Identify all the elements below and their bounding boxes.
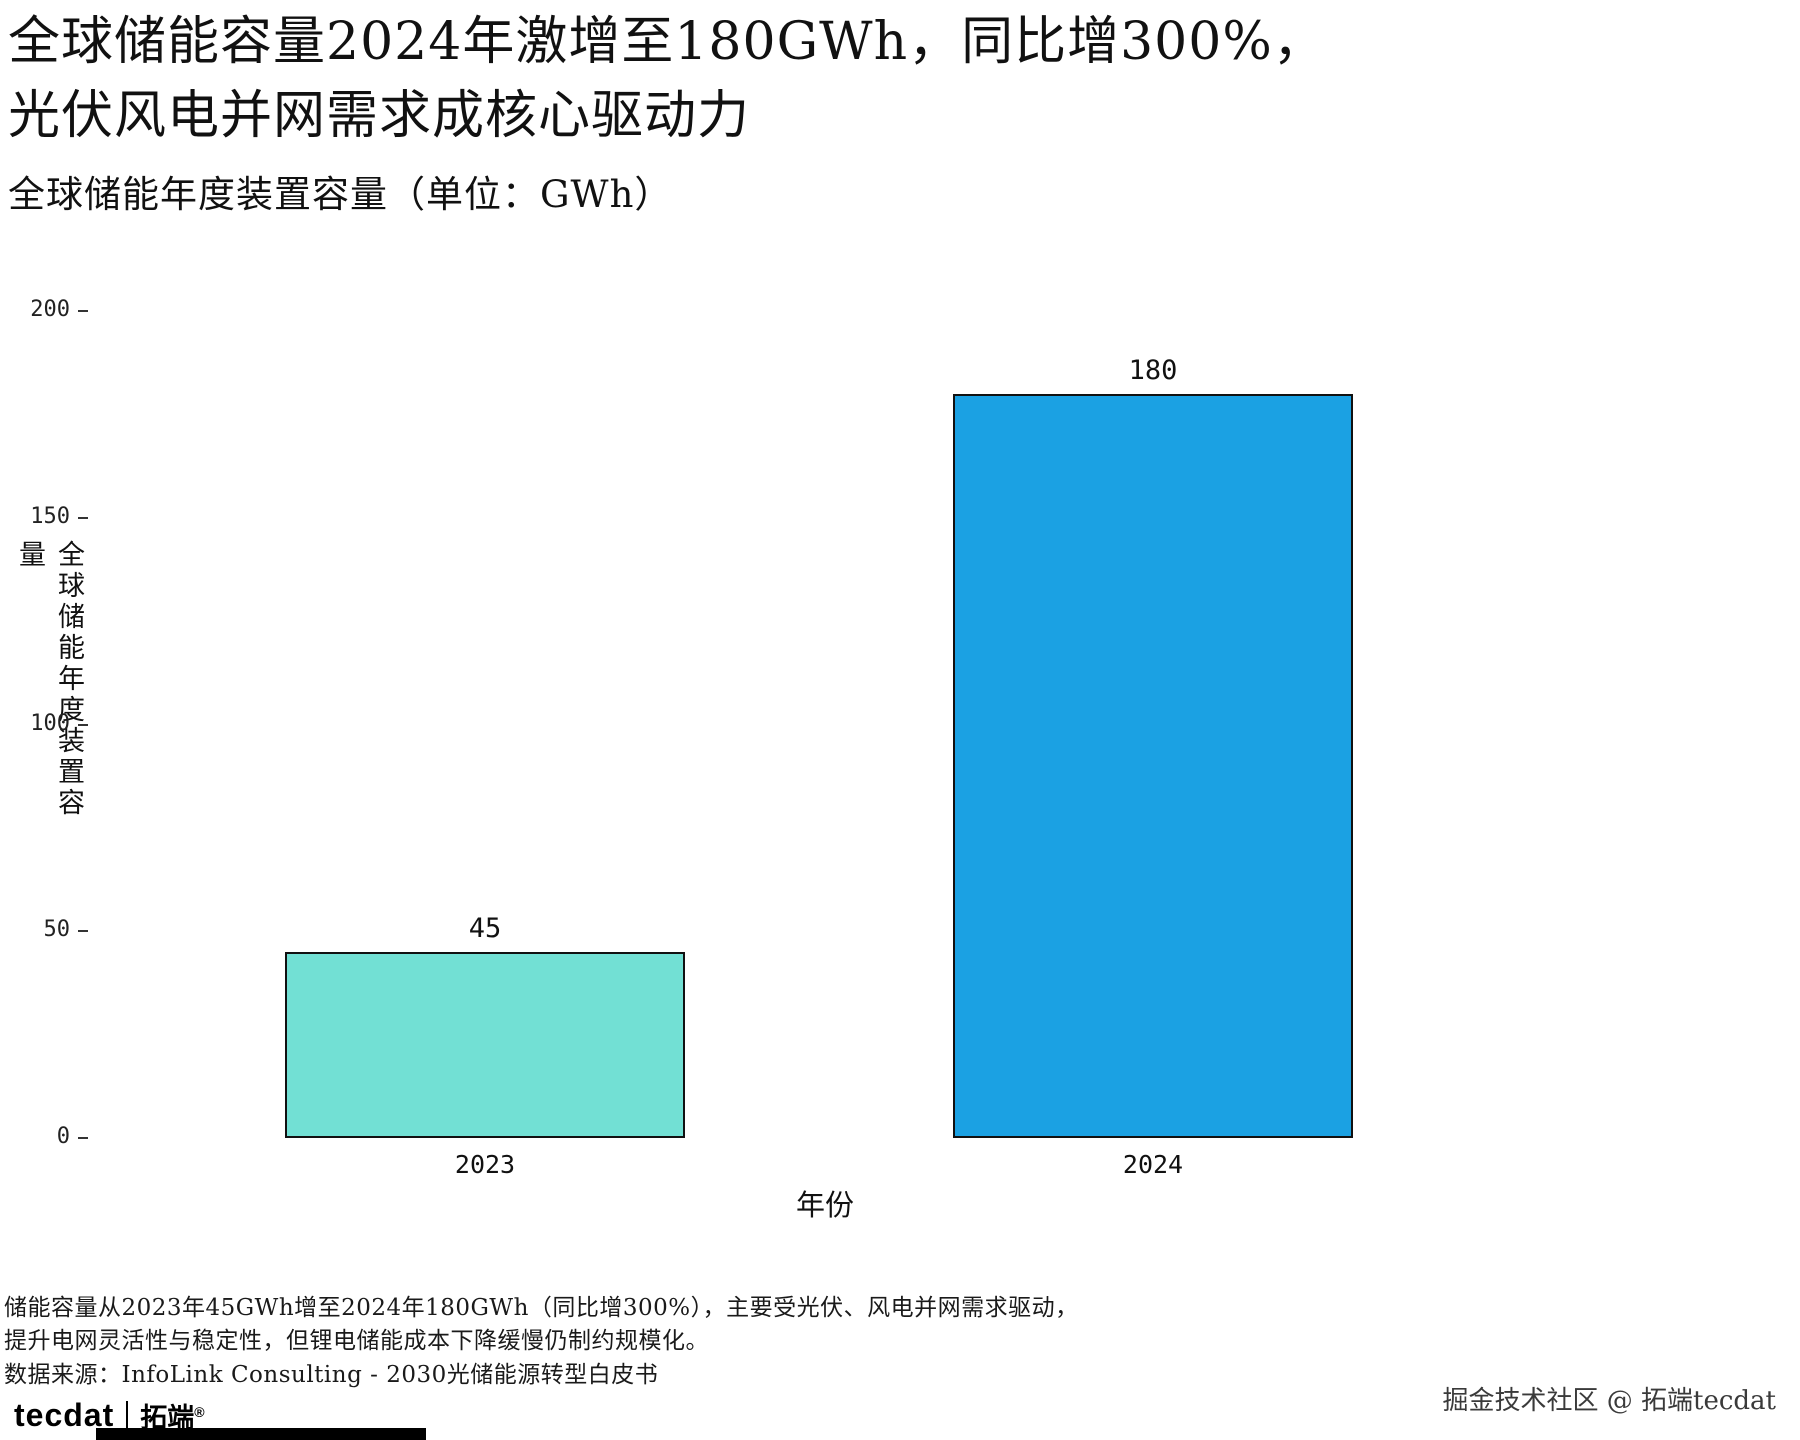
y-tick-mark <box>78 516 88 519</box>
y-tick-label: 100 <box>30 710 70 736</box>
bar-2023 <box>285 951 685 1138</box>
footer-black-bar <box>96 1428 426 1440</box>
caption-line-1: 储能容量从2023年45GWh增至2024年180GWh（同比增300%），主要… <box>4 1295 1079 1321</box>
logo-wordmark: tecdat <box>14 1397 115 1433</box>
y-axis-label: 全球储能年度装置容量 <box>14 540 84 819</box>
y-tick-label: 200 <box>30 297 70 322</box>
caption-source: 数据来源：InfoLink Consulting - 2030光储能源转型白皮书 <box>4 1361 659 1388</box>
registered-mark: ® <box>194 1404 205 1420</box>
y-tick-label: 0 <box>56 1124 70 1149</box>
bar-2024 <box>953 393 1353 1138</box>
y-tick-mark <box>78 310 88 312</box>
logo-divider <box>126 1400 129 1431</box>
y-tick-mark <box>78 723 88 726</box>
bar-value-label: 180 <box>1128 354 1178 386</box>
caption-line-2: 提升电网灵活性与稳定性，但锂电储能成本下降缓慢仍制约规模化。 <box>4 1328 709 1355</box>
x-tick-label: 2023 <box>454 1150 516 1179</box>
bar-value-label: 45 <box>468 912 502 944</box>
chart-headline: 全球储能容量2024年激增至180GWh，同比增300%， 光伏风电并网需求成核… <box>8 6 1326 154</box>
y-tick-label: 50 <box>43 917 71 943</box>
chart-subtitle: 全球储能年度装置容量（单位：GWh） <box>8 173 673 216</box>
y-tick-label: 150 <box>30 503 70 529</box>
headline-line-2: 光伏风电并网需求成核心驱动力 <box>8 85 751 146</box>
y-axis: 0 50 100 150 200 <box>0 297 90 1149</box>
x-tick-label: 2024 <box>1122 1150 1184 1179</box>
headline-line-1: 全球储能容量2024年激增至180GWh，同比增300%， <box>8 12 1326 72</box>
x-axis-label: 年份 <box>795 1188 854 1222</box>
bar-chart-plot-area: 45 180 <box>90 311 1710 1138</box>
community-credit: 掘金技术社区 @ 拓端tecdat <box>1442 1386 1776 1416</box>
chart-caption: 储能容量从2023年45GWh增至2024年180GWh（同比增300%），主要… <box>4 1292 1079 1392</box>
y-tick-mark <box>78 1137 88 1139</box>
y-tick-mark <box>78 930 88 933</box>
